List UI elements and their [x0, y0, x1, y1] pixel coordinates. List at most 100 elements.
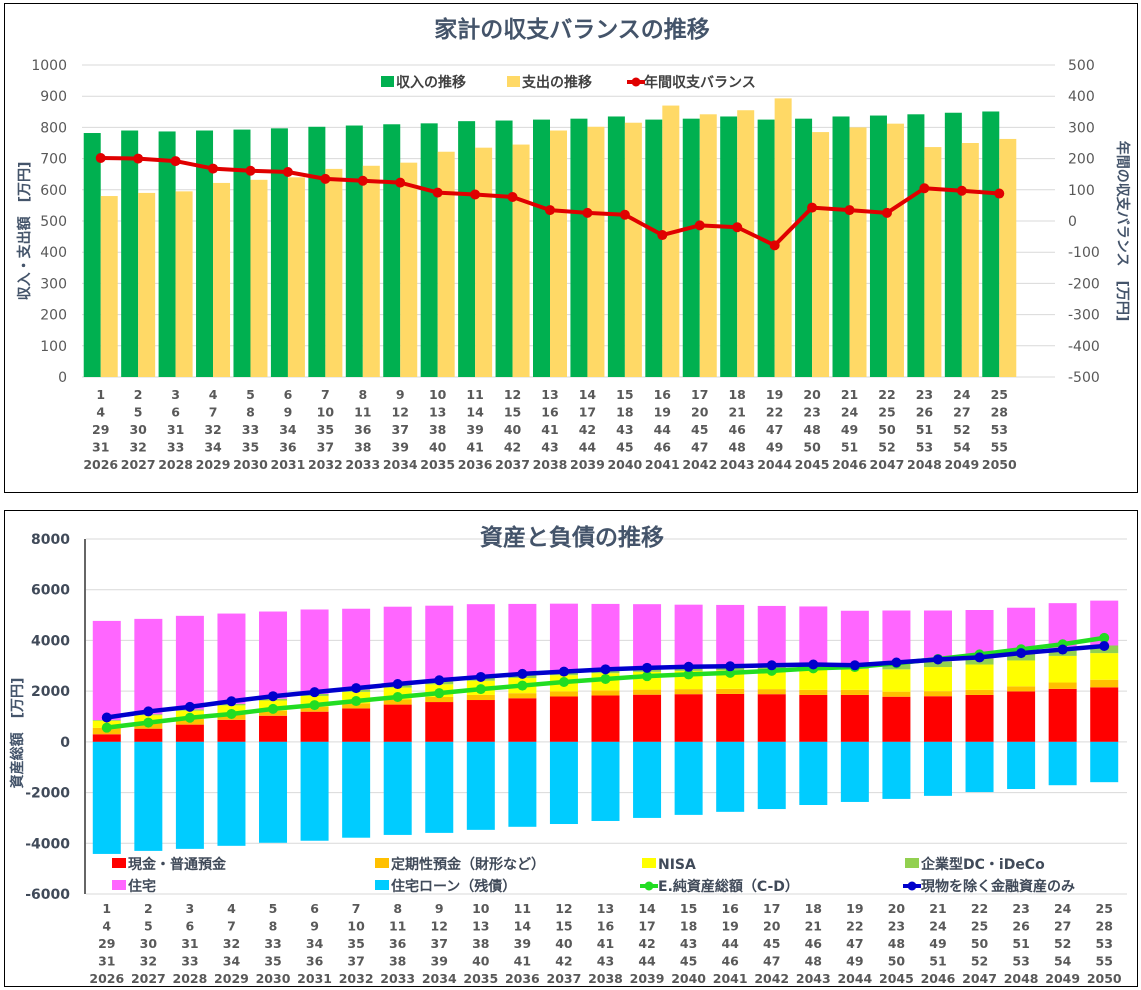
- x-tick-label: 52: [878, 440, 895, 455]
- x-tick-label: 31: [92, 440, 109, 455]
- x-tick-label: 5: [144, 919, 153, 934]
- expense-bar: [250, 179, 268, 377]
- x-tick-label: 8: [358, 387, 367, 402]
- legend-swatch: [631, 77, 641, 87]
- x-tick-label: 48: [805, 954, 822, 969]
- expense-bar: [662, 105, 680, 377]
- stack-segment: [840, 694, 869, 742]
- x-tick-label: 7: [321, 387, 330, 402]
- balance-point: [657, 230, 668, 241]
- legend-item: 定期性預金（財形など）: [375, 856, 545, 873]
- x-tick-label: 31: [181, 936, 198, 951]
- x-tick-label: 2036: [458, 457, 493, 472]
- x-tick-label: 21: [929, 901, 946, 916]
- stack-segment: [1007, 660, 1036, 687]
- x-tick-label: 16: [721, 901, 739, 916]
- expense-bar: [699, 114, 717, 378]
- expense-bar: [849, 127, 867, 378]
- x-tick-label: 36: [279, 440, 297, 455]
- expense-bar: [961, 143, 979, 377]
- balance-point: [881, 207, 892, 218]
- x-tick-label: 2: [144, 901, 153, 916]
- y-tick-label: 900: [40, 89, 67, 105]
- x-tick-label: 2041: [713, 971, 748, 986]
- x-tick-label: 11: [354, 405, 371, 420]
- balance-point: [357, 175, 368, 186]
- income-bar: [420, 123, 438, 378]
- series-point: [683, 669, 694, 680]
- balance-point: [507, 191, 518, 202]
- x-tick-label: 39: [466, 422, 483, 437]
- expense-bar: [999, 138, 1017, 377]
- x-tick-label: 2044: [837, 971, 872, 986]
- stack-segment: [217, 613, 246, 704]
- x-tick-label: 1: [96, 387, 105, 402]
- series-point: [226, 708, 237, 719]
- y-tick-label: 0: [58, 370, 67, 386]
- x-tick-label: 51: [929, 954, 946, 969]
- series-point: [143, 717, 154, 728]
- stack-segment: [799, 694, 828, 742]
- x-tick-label: 8: [393, 901, 402, 916]
- stack-segment: [300, 609, 329, 694]
- series-point: [392, 679, 403, 690]
- y-tick-label: 4000: [31, 633, 70, 649]
- x-tick-label: 34: [223, 954, 241, 969]
- stack-segment: [965, 741, 994, 793]
- stack-segment: [840, 610, 869, 664]
- series-point: [226, 696, 237, 707]
- x-tick-label: 7: [209, 405, 218, 420]
- stack-segment: [633, 741, 662, 818]
- stack-segment: [425, 702, 454, 742]
- stack-segment: [175, 724, 204, 742]
- series-point: [558, 666, 569, 677]
- x-tick-label: 11: [466, 387, 483, 402]
- x-tick-label: 4: [227, 901, 236, 916]
- x-tick-label: 30: [129, 422, 147, 437]
- x-tick-label: 14: [466, 405, 484, 420]
- expense-bar: [400, 162, 418, 377]
- x-tick-label: 22: [878, 387, 895, 402]
- x-tick-label: 14: [514, 919, 532, 934]
- stack-segment: [633, 604, 662, 668]
- stack-segment: [466, 700, 495, 742]
- x-tick-label: 2033: [380, 971, 415, 986]
- legend-swatch: [112, 880, 126, 890]
- x-tick-label: 2030: [233, 457, 268, 472]
- balance-point: [282, 167, 293, 178]
- x-tick-label: 21: [728, 405, 745, 420]
- income-bar: [345, 125, 363, 377]
- x-tick-label: 2044: [757, 457, 792, 472]
- x-tick-label: 18: [616, 405, 633, 420]
- series-point: [1057, 644, 1068, 655]
- x-tick-label: 40: [555, 936, 573, 951]
- balance-point: [994, 188, 1005, 199]
- x-tick-label: 9: [396, 387, 405, 402]
- stack-segment: [965, 694, 994, 742]
- series-point: [517, 668, 528, 679]
- stack-segment: [923, 667, 952, 692]
- x-tick-label: 27: [1054, 919, 1071, 934]
- series-point: [1016, 648, 1027, 659]
- x-tick-label: 25: [1096, 901, 1113, 916]
- x-tick-label: 40: [504, 422, 522, 437]
- stack-segment: [175, 741, 204, 849]
- x-tick-label: 28: [1096, 919, 1113, 934]
- y2-tick-label: 400: [1068, 89, 1095, 105]
- stack-segment: [882, 696, 911, 742]
- x-tick-label: 52: [953, 422, 970, 437]
- income-bar: [645, 119, 663, 377]
- series-point: [891, 657, 902, 668]
- stack-segment: [633, 694, 662, 742]
- x-tick-label: 55: [991, 440, 1008, 455]
- x-tick-label: 19: [766, 387, 783, 402]
- x-tick-label: 15: [616, 387, 633, 402]
- x-tick-label: 50: [878, 422, 896, 437]
- stack-segment: [508, 693, 537, 699]
- legend-label: 住宅: [128, 878, 156, 895]
- x-tick-label: 42: [579, 422, 596, 437]
- series-point: [309, 687, 320, 698]
- x-tick-label: 2039: [630, 971, 665, 986]
- x-tick-label: 16: [541, 405, 559, 420]
